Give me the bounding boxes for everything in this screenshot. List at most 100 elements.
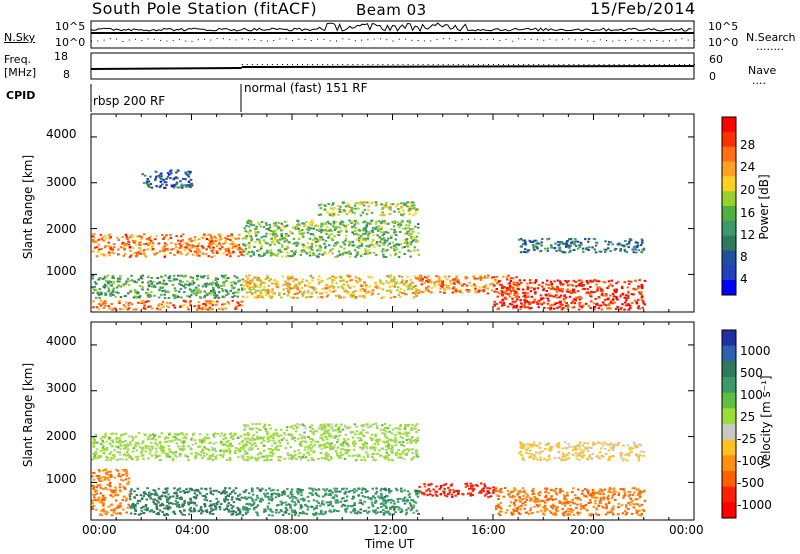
velocity-cell — [129, 505, 132, 508]
velocity-cell — [163, 507, 166, 510]
velocity-cell — [126, 506, 130, 509]
velocity-cell — [294, 510, 297, 513]
velocity-cell — [370, 439, 373, 441]
velocity-cell — [394, 427, 398, 430]
power-cell — [571, 290, 575, 293]
velocity-cell — [167, 445, 170, 448]
velocity-cell — [409, 509, 413, 512]
power-cell — [262, 226, 266, 229]
velocity-cell — [266, 440, 270, 443]
power-cell — [639, 291, 643, 294]
power-cell — [217, 233, 221, 236]
velocity-cell — [104, 432, 107, 435]
velocity-cell — [181, 441, 185, 444]
power-cell — [198, 291, 202, 294]
velocity-cell — [242, 505, 245, 508]
velocity-cell — [291, 493, 294, 496]
nsearch-dot — [537, 39, 538, 41]
power-cell — [611, 243, 614, 246]
velocity-cbtick-minus100: -100 — [737, 454, 765, 468]
power-cell — [513, 294, 516, 296]
power-cell — [286, 251, 289, 254]
power-cell — [634, 241, 638, 244]
power-cell — [308, 254, 312, 257]
power-cell — [453, 278, 457, 281]
velocity-cell — [93, 498, 97, 501]
power-cell — [482, 290, 486, 293]
velocity-cell — [370, 433, 374, 436]
velocity-cell — [372, 452, 376, 455]
power-cell — [164, 274, 167, 277]
power-cell — [273, 253, 277, 256]
power-cell — [170, 280, 173, 283]
power-cell — [358, 241, 362, 244]
power-cell — [334, 276, 337, 279]
power-cell — [428, 279, 431, 282]
power-cell — [408, 221, 412, 224]
power-cell — [330, 290, 334, 293]
velocity-cell — [136, 499, 140, 502]
power-cell — [324, 288, 327, 291]
velocity-cell — [138, 500, 141, 502]
power-cell — [135, 253, 139, 256]
velocity-cell — [149, 437, 152, 440]
power-cell — [243, 288, 247, 290]
power-cell — [403, 242, 406, 245]
power-cell — [287, 292, 290, 295]
power-cell — [399, 287, 402, 290]
power-cell — [413, 236, 416, 239]
velocity-cell — [391, 451, 394, 454]
power-cell — [527, 287, 530, 290]
velocity-cell — [301, 456, 305, 458]
power-cell — [235, 307, 238, 310]
velocity-cell — [243, 452, 247, 455]
velocity-cell — [188, 508, 191, 511]
power-cell — [134, 308, 137, 311]
velocity-cell — [143, 491, 146, 494]
velocity-cell — [178, 448, 182, 451]
nave-top-tick: 60 — [709, 53, 723, 66]
power-cell — [391, 241, 394, 244]
power-cbtick-20: 20 — [740, 183, 756, 197]
velocity-cell — [369, 437, 372, 440]
power-cell — [179, 244, 182, 247]
velocity-cell — [148, 495, 151, 498]
power-cell — [339, 222, 342, 225]
power-cell — [213, 290, 216, 293]
power-cell — [370, 293, 373, 296]
power-cell — [233, 275, 236, 278]
velocity-cell — [175, 442, 178, 445]
velocity-cell — [230, 510, 233, 513]
power-cell — [362, 204, 366, 207]
power-cell — [352, 207, 355, 210]
velocity-cell — [92, 486, 95, 489]
power-cell — [555, 249, 558, 252]
power-cell — [132, 308, 135, 311]
power-cell — [627, 303, 630, 306]
power-cell — [541, 238, 544, 241]
velocity-cell — [376, 511, 380, 514]
power-cell — [306, 291, 310, 294]
power-cell — [537, 306, 540, 309]
power-cell — [307, 290, 310, 293]
velocity-cell — [152, 501, 155, 504]
power-cell — [540, 244, 543, 247]
nsearch-dot — [204, 38, 206, 40]
power-cell — [324, 205, 327, 208]
velocity-cell — [361, 488, 364, 491]
power-cell — [244, 247, 248, 250]
velocity-cell — [111, 491, 114, 494]
velocity-cell — [407, 431, 411, 434]
nave-dot — [638, 64, 640, 65]
velocity-cell — [405, 452, 409, 455]
velocity-cell — [277, 448, 280, 451]
power-cell — [138, 241, 141, 244]
power-cell — [270, 237, 274, 239]
power-cell — [338, 296, 341, 299]
power-cell — [312, 234, 316, 237]
power-cell — [361, 239, 365, 242]
power-cell — [246, 296, 249, 299]
power-cell — [493, 284, 496, 287]
power-cell — [147, 184, 150, 187]
power-cell — [381, 288, 385, 291]
